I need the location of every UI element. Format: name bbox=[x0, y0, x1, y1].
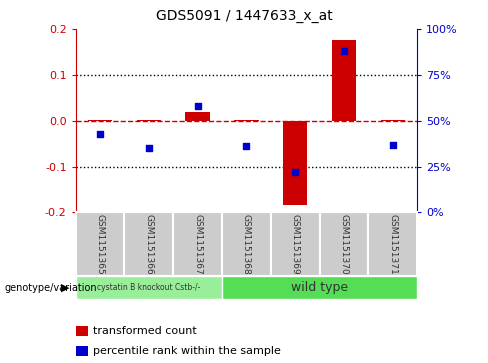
Text: GSM1151365: GSM1151365 bbox=[96, 214, 104, 275]
Bar bbox=[283, 121, 307, 205]
Text: GSM1151371: GSM1151371 bbox=[388, 214, 397, 275]
Point bbox=[340, 48, 348, 54]
Text: genotype/variation: genotype/variation bbox=[5, 283, 98, 293]
Text: transformed count: transformed count bbox=[93, 326, 197, 336]
Text: ▶: ▶ bbox=[61, 283, 69, 293]
FancyBboxPatch shape bbox=[76, 212, 124, 276]
Text: percentile rank within the sample: percentile rank within the sample bbox=[93, 346, 281, 356]
Point bbox=[243, 143, 250, 149]
Point bbox=[389, 142, 397, 147]
Bar bbox=[332, 41, 356, 121]
Bar bbox=[234, 120, 259, 121]
Bar bbox=[381, 120, 405, 121]
FancyBboxPatch shape bbox=[173, 212, 222, 276]
Text: GSM1151366: GSM1151366 bbox=[144, 214, 153, 275]
Text: GSM1151368: GSM1151368 bbox=[242, 214, 251, 275]
Bar bbox=[88, 120, 112, 121]
FancyBboxPatch shape bbox=[271, 212, 320, 276]
Text: GSM1151367: GSM1151367 bbox=[193, 214, 202, 275]
Text: GSM1151369: GSM1151369 bbox=[291, 214, 300, 275]
FancyBboxPatch shape bbox=[124, 212, 173, 276]
Text: GSM1151370: GSM1151370 bbox=[340, 214, 348, 275]
Text: GDS5091 / 1447633_x_at: GDS5091 / 1447633_x_at bbox=[156, 9, 332, 23]
FancyBboxPatch shape bbox=[222, 212, 271, 276]
Text: wild type: wild type bbox=[291, 281, 348, 294]
Point bbox=[194, 103, 202, 109]
FancyBboxPatch shape bbox=[222, 276, 417, 299]
FancyBboxPatch shape bbox=[368, 212, 417, 276]
Point bbox=[96, 131, 104, 136]
FancyBboxPatch shape bbox=[320, 212, 368, 276]
Bar bbox=[137, 120, 161, 121]
Bar bbox=[185, 113, 210, 121]
Point bbox=[145, 145, 153, 151]
Text: cystatin B knockout Cstb-/-: cystatin B knockout Cstb-/- bbox=[97, 283, 201, 292]
FancyBboxPatch shape bbox=[76, 276, 222, 299]
Point bbox=[291, 169, 299, 175]
